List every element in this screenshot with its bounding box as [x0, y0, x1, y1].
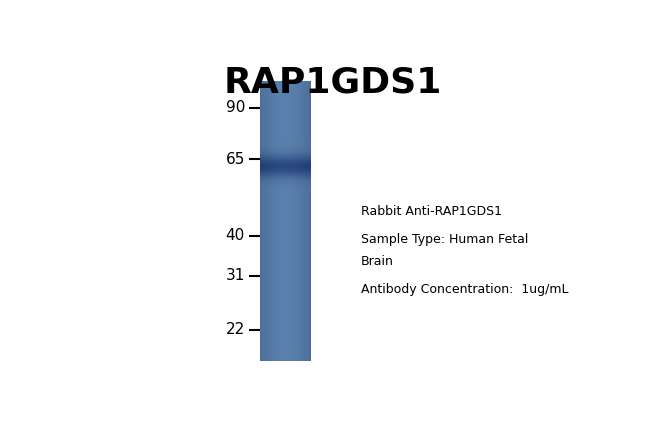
- Text: Antibody Concentration:  1ug/mL: Antibody Concentration: 1ug/mL: [361, 283, 568, 296]
- Text: Sample Type: Human Fetal: Sample Type: Human Fetal: [361, 233, 528, 246]
- Text: 90: 90: [226, 100, 245, 115]
- Text: 22: 22: [226, 322, 245, 337]
- Text: Rabbit Anti-RAP1GDS1: Rabbit Anti-RAP1GDS1: [361, 205, 502, 218]
- Text: RAP1GDS1: RAP1GDS1: [224, 65, 442, 99]
- Text: Brain: Brain: [361, 255, 394, 268]
- Text: 40: 40: [226, 228, 245, 243]
- Text: 65: 65: [226, 152, 245, 167]
- Text: 31: 31: [226, 268, 245, 283]
